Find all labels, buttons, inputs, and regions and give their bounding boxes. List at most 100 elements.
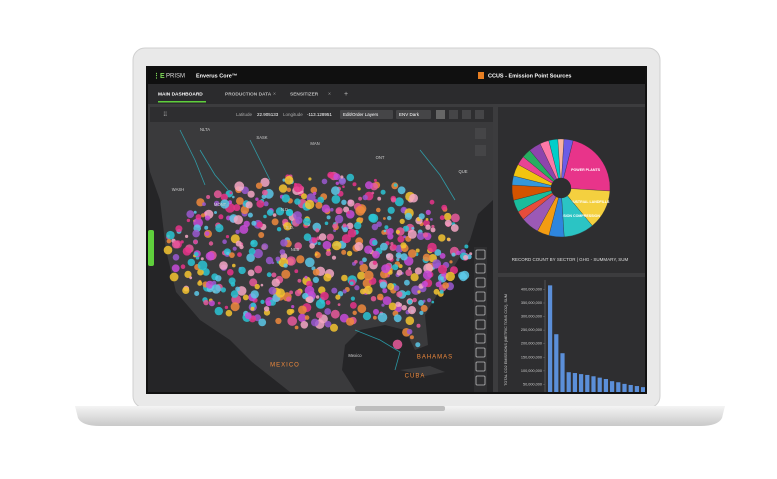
layers-button-text[interactable]: Edit/Order Layers [343, 112, 379, 117]
map-tool[interactable] [475, 291, 486, 302]
map-point [240, 205, 249, 215]
map-point [219, 261, 228, 270]
map-point [184, 270, 192, 278]
map-tool[interactable] [475, 319, 486, 330]
toolbar-button[interactable] [462, 110, 471, 119]
map-point [347, 228, 357, 238]
map-point [346, 173, 355, 182]
map-point [382, 296, 392, 305]
map-tool[interactable] [475, 277, 486, 288]
map-point [200, 213, 206, 218]
map-point [315, 295, 320, 299]
map-point [247, 269, 255, 277]
project-name[interactable]: CCUS - Emission Point Sources [488, 73, 571, 79]
map-point [337, 303, 341, 306]
map-point [377, 293, 384, 301]
map-point [354, 221, 362, 230]
map-tool[interactable] [475, 333, 486, 344]
map-point [266, 209, 274, 216]
toolbar-button[interactable] [475, 110, 484, 119]
map-point [435, 281, 442, 288]
map-point [331, 255, 337, 260]
add-tab[interactable]: + [344, 91, 348, 98]
map-point [352, 182, 357, 187]
tab-bar [148, 84, 645, 104]
map-point [204, 231, 210, 237]
tab-label[interactable]: MAIN DASHBOARD [158, 91, 203, 97]
map-point [185, 234, 189, 238]
map-point [340, 175, 344, 179]
bar [622, 383, 627, 392]
bar [634, 386, 639, 392]
map-point [326, 215, 331, 220]
logo-mark: ⋮E [153, 72, 165, 80]
map-button[interactable] [475, 145, 486, 156]
map-point [225, 235, 230, 239]
map-tool[interactable] [475, 361, 486, 372]
drag-handle[interactable]: ⠿ [163, 112, 167, 119]
map-point [202, 202, 206, 207]
map-point [289, 309, 295, 314]
map-point [249, 278, 258, 287]
map-tool[interactable] [475, 249, 486, 260]
map-point [291, 305, 295, 309]
map-point [256, 221, 263, 228]
map-point [246, 253, 255, 262]
map-label: MEXICO [270, 363, 300, 369]
map-point [380, 242, 388, 251]
map-point [247, 212, 253, 218]
map-point [390, 242, 394, 246]
map-tool-strip [474, 247, 487, 392]
map-point [325, 300, 331, 305]
map-tool[interactable] [475, 263, 486, 274]
map-point [420, 304, 428, 312]
map-point [283, 222, 292, 231]
map-point [401, 305, 407, 311]
active-tab-indicator [158, 101, 206, 103]
map-point [331, 195, 341, 204]
map-point [180, 240, 184, 244]
map-point [275, 288, 285, 298]
map-point [294, 182, 297, 186]
map-point [425, 218, 429, 221]
project-icon [478, 72, 484, 79]
map-point [171, 264, 180, 273]
map-point [342, 289, 347, 294]
map-point [400, 253, 408, 261]
map-point [439, 289, 444, 294]
map-point [324, 320, 332, 328]
map-tool[interactable] [475, 305, 486, 316]
map-point [166, 230, 175, 240]
map-point [431, 300, 435, 304]
tab-close[interactable]: × [328, 91, 331, 97]
tab-label[interactable]: SENSITIZER [290, 91, 319, 97]
map-button[interactable] [475, 128, 486, 139]
map-point [332, 223, 338, 229]
map-point [250, 239, 258, 248]
map-point [250, 290, 259, 299]
toolbar-button[interactable] [449, 110, 458, 119]
map-tool[interactable] [475, 347, 486, 358]
tab-close[interactable]: × [273, 91, 276, 97]
map-point [298, 313, 307, 323]
layers-button[interactable] [340, 110, 393, 119]
map-point [289, 290, 293, 295]
map-tool[interactable] [475, 375, 486, 386]
map-point [250, 306, 255, 311]
map-point [383, 217, 386, 220]
map-point [387, 233, 394, 240]
map-point [304, 315, 310, 320]
map-point [275, 317, 282, 325]
pipeline [249, 139, 271, 181]
side-panel-toggle[interactable] [148, 230, 154, 266]
map-point [325, 250, 332, 256]
theme-select-text[interactable]: ENV Dark [399, 112, 420, 117]
toolbar-button[interactable] [436, 110, 445, 119]
map-point [263, 306, 270, 312]
tab-label[interactable]: PRODUCTION DATA [225, 91, 272, 97]
product-name[interactable]: Enverus Core™ [196, 73, 237, 79]
theme-select[interactable] [396, 110, 431, 119]
map-point [283, 263, 288, 268]
map-point [305, 257, 315, 268]
map-island [400, 366, 445, 376]
